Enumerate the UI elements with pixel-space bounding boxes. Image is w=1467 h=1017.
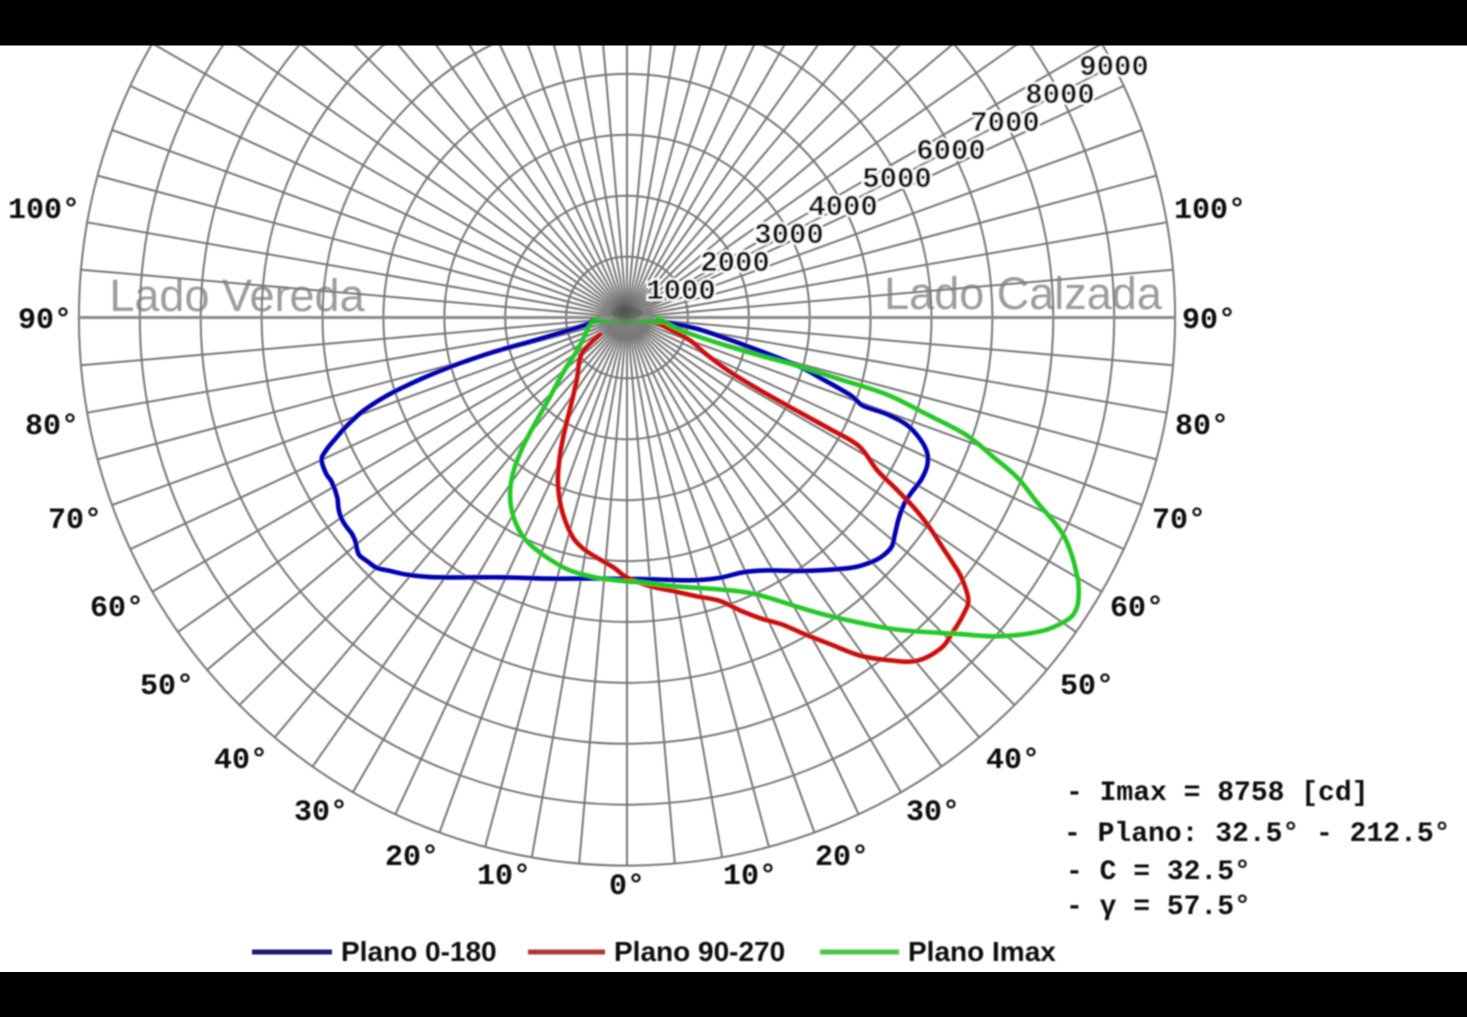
svg-text:80°: 80° [25,410,79,444]
svg-text:5000: 5000 [862,163,932,196]
svg-text:60°: 60° [1110,592,1164,626]
svg-text:30°: 30° [906,796,960,830]
svg-text:Plano 0-180: Plano 0-180 [341,936,497,967]
svg-text:100°: 100° [8,194,80,228]
svg-text:100°: 100° [1174,194,1246,228]
svg-text:6000: 6000 [916,135,986,168]
svg-text:Plano Imax: Plano Imax [908,936,1056,967]
svg-text:10°: 10° [723,860,777,894]
svg-text:- C = 32.5°: - C = 32.5° [1066,857,1251,888]
svg-text:Lado Vereda: Lado Vereda [109,270,365,321]
svg-text:50°: 50° [140,670,194,704]
svg-text:60°: 60° [90,592,144,626]
svg-text:70°: 70° [48,504,102,538]
svg-text:8000: 8000 [1025,79,1095,112]
svg-text:- γ = 57.5°: - γ = 57.5° [1066,892,1251,923]
svg-text:9000: 9000 [1079,51,1149,84]
svg-text:2000: 2000 [700,247,770,280]
svg-text:70°: 70° [1152,504,1206,538]
svg-text:20°: 20° [385,841,439,875]
svg-text:40°: 40° [214,744,268,778]
svg-text:Plano 90-270: Plano 90-270 [614,936,785,967]
svg-text:7000: 7000 [970,107,1040,140]
svg-text:50°: 50° [1060,670,1114,704]
svg-text:40°: 40° [986,744,1040,778]
svg-text:0°: 0° [609,870,645,904]
svg-text:30°: 30° [294,796,348,830]
svg-text:1000: 1000 [646,275,716,308]
svg-text:10°: 10° [477,860,531,894]
svg-text:90°: 90° [18,304,72,338]
svg-text:3000: 3000 [754,219,824,252]
svg-text:20°: 20° [815,841,869,875]
svg-text:90°: 90° [1182,304,1236,338]
svg-text:- Plano: 32.5° - 212.5°: - Plano: 32.5° - 212.5° [1064,819,1450,850]
svg-text:80°: 80° [1175,410,1229,444]
svg-text:- Imax = 8758 [cd]: - Imax = 8758 [cd] [1066,778,1368,809]
svg-text:4000: 4000 [808,191,878,224]
svg-text:Lado Calzada: Lado Calzada [884,268,1163,319]
